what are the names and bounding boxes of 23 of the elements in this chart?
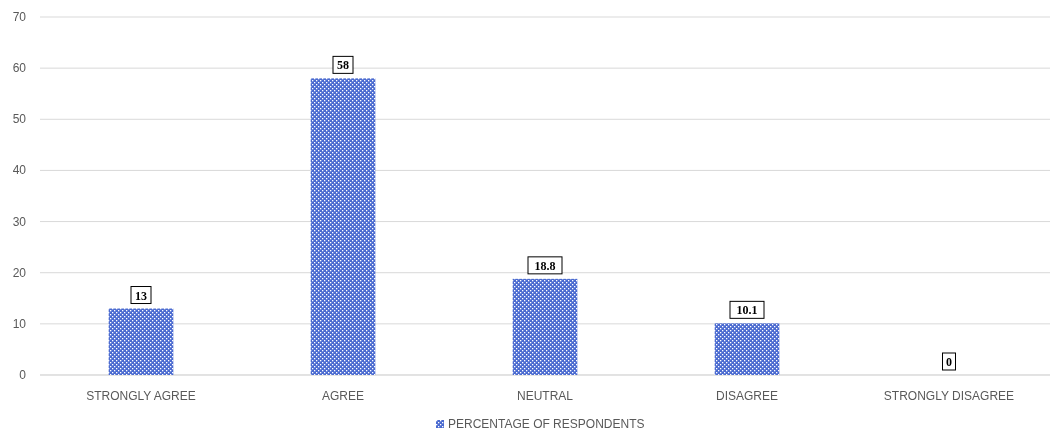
x-tick-label: STRONGLY DISAGREE [883,389,1015,403]
y-tick-label: 30 [12,214,27,229]
y-tick-label: 50 [12,112,27,127]
x-tick-label: AGREE [321,389,365,403]
data-label: 10.1 [736,303,758,318]
y-tick-label: 40 [12,163,27,178]
x-tick-label: DISAGREE [715,389,779,403]
y-tick-label: 20 [12,265,27,280]
y-tick-label: 10 [12,316,27,331]
x-tick-label: NEUTRAL [516,389,574,403]
data-label: 0 [946,355,952,369]
data-label: 18.8 [534,258,556,273]
y-tick-label: 60 [12,61,27,76]
y-tick-label: 70 [12,10,27,24]
bar [310,78,376,375]
data-label: 58 [337,58,349,73]
bar [714,323,780,375]
x-tick-label: STRONGLY AGREE [86,389,196,403]
legend-label: PERCENTAGE OF RESPONDENTS [448,417,645,431]
bar [108,308,174,375]
bar [512,278,578,375]
y-tick-label: 0 [19,368,27,382]
data-label: 13 [135,288,147,303]
